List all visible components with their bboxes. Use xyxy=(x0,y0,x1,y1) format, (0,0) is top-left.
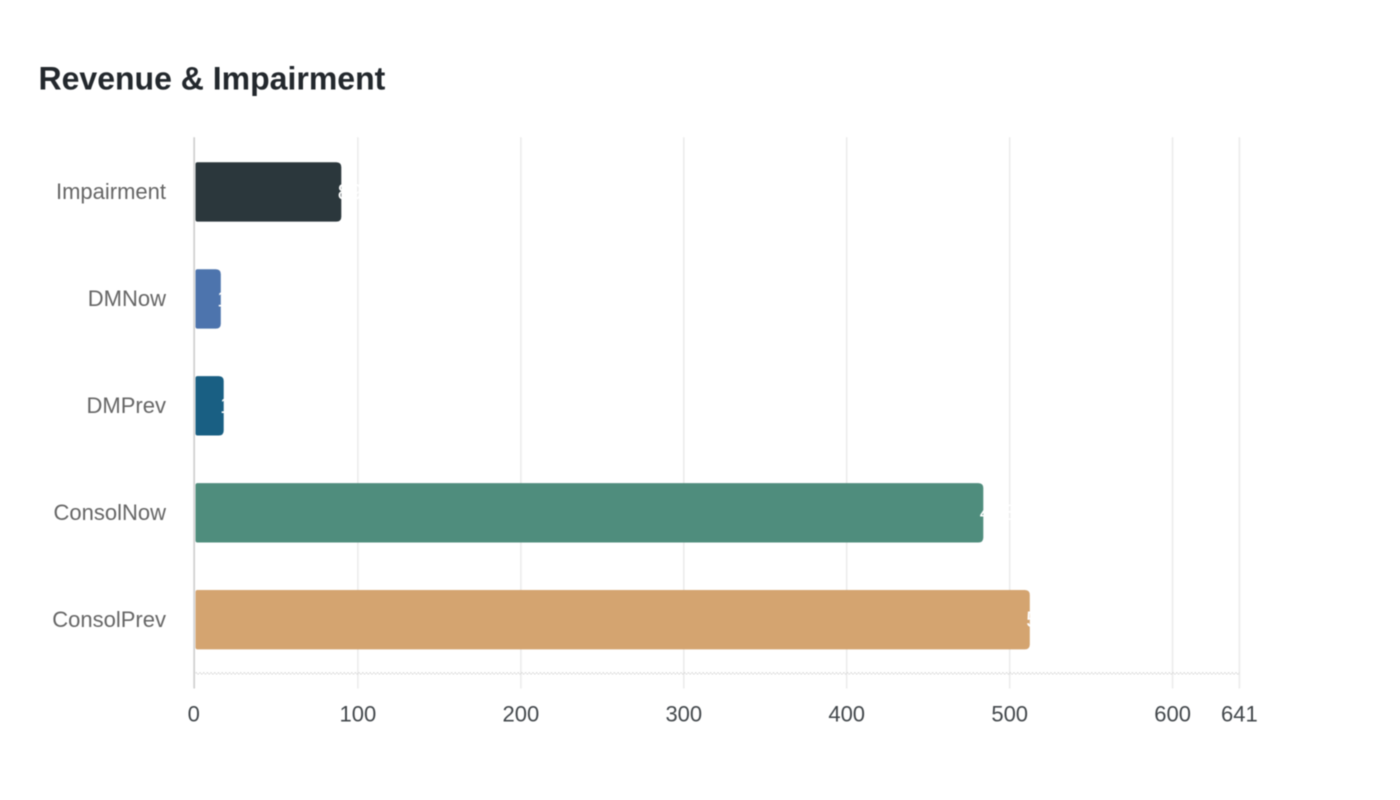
svg-text:300: 300 xyxy=(665,702,702,727)
svg-text:Impairment: Impairment xyxy=(56,179,166,204)
svg-text:DMNow: DMNow xyxy=(88,286,166,311)
svg-text:15.2: 15.2 xyxy=(217,286,260,311)
svg-text:ConsolPrev: ConsolPrev xyxy=(52,607,166,632)
svg-text:89.2: 89.2 xyxy=(338,179,381,204)
svg-text:200: 200 xyxy=(503,702,540,727)
svg-text:512.8: 512.8 xyxy=(1026,607,1081,632)
svg-text:Revenue & Impairment: Revenue & Impairment xyxy=(39,60,386,96)
svg-text:600: 600 xyxy=(1154,702,1191,727)
svg-text:400: 400 xyxy=(828,702,865,727)
svg-text:0: 0 xyxy=(188,702,200,727)
svg-text:500: 500 xyxy=(991,702,1028,727)
svg-text:DMPrev: DMPrev xyxy=(87,393,166,418)
svg-text:641: 641 xyxy=(1221,702,1258,727)
svg-text:17: 17 xyxy=(220,393,244,418)
svg-text:ConsolNow: ConsolNow xyxy=(54,500,167,525)
svg-text:100: 100 xyxy=(340,702,377,727)
svg-text:483.4: 483.4 xyxy=(980,500,1035,525)
